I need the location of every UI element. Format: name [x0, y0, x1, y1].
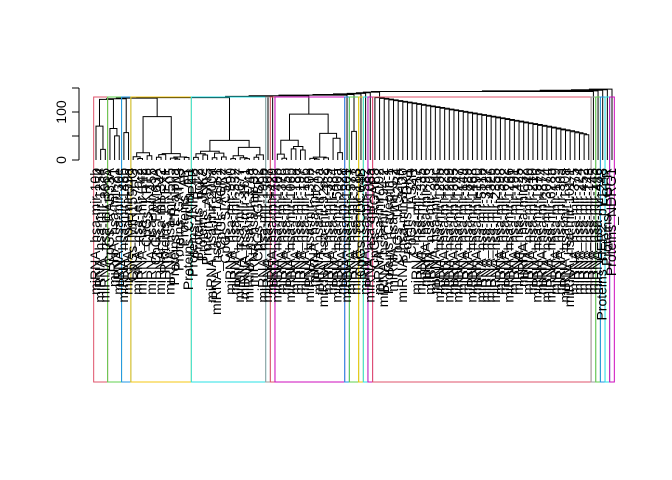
dendrogram-branch — [184, 157, 189, 160]
dendrogram-branch — [196, 154, 205, 158]
dendrogram-branch — [571, 90, 607, 160]
leaf-label: Proteins_NDRG1 — [603, 168, 619, 276]
dendrogram-branch — [254, 157, 259, 160]
dendrogram-branches — [96, 89, 612, 160]
dendrogram-branch — [313, 95, 354, 132]
dendrogram-branch — [147, 156, 152, 160]
dendrogram-branch — [183, 97, 268, 160]
dendrogram-branch — [584, 135, 589, 160]
y-axis: 0 100 — [53, 88, 79, 164]
dendrogram-branch — [282, 158, 287, 160]
dendrogram-branch — [575, 133, 583, 160]
dendrogram-branch — [290, 114, 329, 140]
dendrogram-branch — [101, 149, 106, 160]
dendrogram-branch — [175, 159, 180, 160]
dendrogram-branch — [324, 158, 329, 160]
dendrogram-branch — [249, 96, 309, 114]
dendrogram-branch — [333, 138, 340, 160]
dendrogram-branch — [338, 153, 343, 160]
dendrogram-branch — [222, 157, 227, 160]
dendrogram-branch — [99, 99, 113, 128]
dendrogram-branch — [294, 147, 303, 150]
dendrogram-branch — [96, 126, 103, 160]
y-tick-label: 100 — [53, 100, 69, 124]
dendrogram-branch — [138, 159, 143, 160]
leaf-labels: miRNA_hsa-mir-10bmiRNA_hsa-mir-1254miRNA… — [87, 167, 619, 320]
dendrogram-branch — [194, 157, 199, 160]
dendrogram-branch — [277, 154, 284, 160]
dendrogram-branch — [231, 159, 236, 160]
dendrogram-branch — [116, 98, 157, 116]
dendrogram-branch — [352, 131, 357, 160]
dendrogram-branch — [156, 157, 161, 160]
dendrogram-branch — [162, 154, 180, 157]
y-tick-label: 0 — [53, 156, 69, 164]
dendrogram-branch — [245, 159, 250, 160]
dendrogram-branch — [210, 140, 249, 151]
dendrogram-branch — [203, 155, 208, 160]
dendrogram-branch — [143, 117, 171, 154]
dendrogram-branch — [291, 149, 296, 160]
dendrogram-branch — [124, 133, 129, 160]
dendrogram-branch — [115, 136, 120, 160]
dendrogram-branch — [314, 159, 319, 160]
dendrogram-branch — [212, 158, 217, 160]
dendrogram-branch — [110, 129, 117, 160]
dendrogram-branch — [320, 133, 337, 157]
dendrogram-branch — [106, 99, 126, 133]
dendrogram-branch — [301, 150, 306, 160]
dendrogram-branch — [137, 98, 230, 141]
dendrogram-branch — [579, 134, 586, 160]
